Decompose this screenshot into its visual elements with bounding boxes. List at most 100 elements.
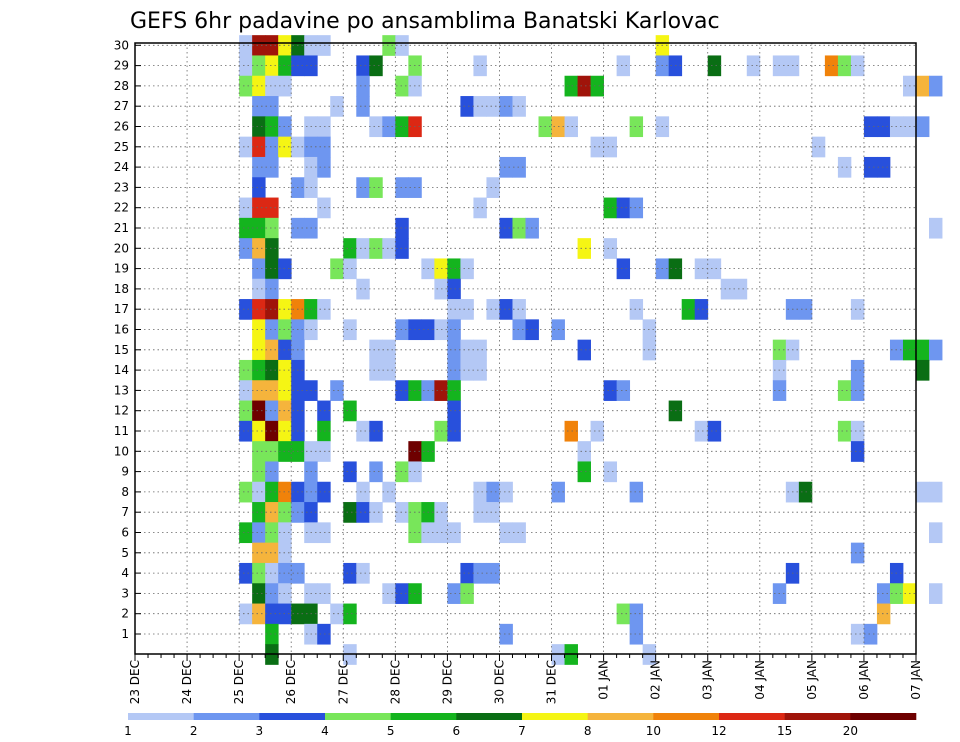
precip-cell <box>447 522 461 544</box>
y-tick-label: 24 <box>114 160 129 174</box>
y-tick-label: 16 <box>114 323 129 337</box>
precip-cell <box>252 339 266 361</box>
precip-cell <box>929 522 943 544</box>
precip-cell <box>616 258 631 280</box>
precip-cell <box>239 75 253 97</box>
precip-cell <box>460 299 474 320</box>
precip-cell <box>265 359 279 381</box>
legend-label: 7 <box>518 724 526 738</box>
precip-cell <box>863 156 878 178</box>
precip-cell <box>330 603 344 625</box>
precip-cell <box>486 562 500 584</box>
precip-cell <box>850 55 865 77</box>
legend-label: 6 <box>453 724 461 738</box>
legend-label: 4 <box>321 724 329 738</box>
legend-swatch <box>719 713 785 720</box>
precip-cell <box>395 319 409 341</box>
precip-cell <box>265 319 279 341</box>
precip-cell <box>694 299 709 320</box>
precip-cell <box>486 299 500 320</box>
precip-cell <box>252 258 266 280</box>
precip-cell <box>603 238 618 259</box>
precip-cell <box>876 116 891 138</box>
precip-cell <box>369 461 383 483</box>
precip-cell <box>499 481 513 503</box>
precip-cell <box>382 583 396 604</box>
y-tick-label: 14 <box>114 363 129 377</box>
precip-cell <box>369 359 383 381</box>
x-axis-ticks: 23 DEC 24 DEC 25 DEC 26 DEC 27 DEC 28 DEC 29 D… <box>128 654 923 704</box>
precip-cell <box>916 359 930 381</box>
legend-label: 12 <box>711 724 726 738</box>
y-tick-label: 9 <box>121 465 129 479</box>
precip-cell <box>486 96 500 117</box>
precip-cell <box>252 380 266 401</box>
y-tick-label: 5 <box>121 546 129 560</box>
precip-cell <box>317 420 331 442</box>
precip-cell <box>733 278 748 300</box>
x-tick-label: 01 JAN <box>597 660 611 700</box>
precip-cell <box>382 481 396 503</box>
precip-cell <box>916 75 930 97</box>
legend-swatch <box>325 713 391 720</box>
precip-cell <box>252 156 266 178</box>
precip-cell <box>265 583 279 604</box>
precip-cell <box>317 400 331 422</box>
precip-cell <box>252 502 266 523</box>
precip-cell <box>356 96 370 117</box>
precip-cell <box>252 238 266 259</box>
precip-cell <box>916 339 930 361</box>
precip-cell <box>486 502 500 523</box>
precip-cell <box>616 55 631 77</box>
precip-cell <box>707 420 722 442</box>
precip-cell <box>590 75 604 97</box>
precip-cell <box>460 339 474 361</box>
precip-cell <box>876 603 891 625</box>
precip-cell <box>317 197 331 219</box>
x-tick-label: 03 JAN <box>701 660 715 700</box>
precip-cell <box>239 603 253 625</box>
precip-cell <box>252 136 266 158</box>
precip-cell <box>317 35 331 56</box>
precip-cell <box>265 623 279 645</box>
precip-cell <box>382 116 396 138</box>
precip-cell <box>811 136 826 158</box>
precip-cell <box>395 116 409 138</box>
precip-cell <box>577 461 591 483</box>
precip-cell <box>629 623 644 645</box>
y-axis-ticks: 1234567891011121314151617181920212223242… <box>114 38 141 641</box>
x-tick-label: 24 DEC <box>180 660 194 704</box>
y-tick-label: 15 <box>114 343 129 357</box>
precip-cell <box>616 380 631 401</box>
precip-cell <box>837 55 852 77</box>
precip-cell <box>395 75 409 97</box>
precip-cell <box>447 339 461 361</box>
precip-cell <box>395 217 409 239</box>
precip-cell <box>863 116 878 138</box>
precip-cell <box>564 75 578 97</box>
legend-label: 1 <box>124 724 132 738</box>
precip-cell <box>343 400 357 422</box>
y-tick-label: 1 <box>121 627 129 641</box>
precip-cell <box>265 603 279 625</box>
precip-cell <box>265 380 279 401</box>
precip-cell <box>265 441 279 462</box>
y-tick-label: 21 <box>114 221 129 235</box>
precip-cell <box>356 278 370 300</box>
precip-cell <box>447 299 461 320</box>
precip-cell <box>356 238 370 259</box>
precip-cell <box>239 55 253 77</box>
precip-cell <box>746 55 761 77</box>
x-tick-label: 04 JAN <box>753 660 767 700</box>
precip-cell <box>343 461 357 483</box>
precip-cell <box>876 583 891 604</box>
y-tick-label: 8 <box>121 485 129 499</box>
precip-cell <box>265 461 279 483</box>
grid-lines <box>135 43 916 654</box>
legend-swatch <box>784 713 851 720</box>
precip-cell <box>707 258 722 280</box>
x-tick-label: 06 JAN <box>857 660 871 700</box>
x-tick-label: 27 DEC <box>336 660 350 704</box>
precip-cell <box>850 623 865 645</box>
precip-cell <box>473 96 487 117</box>
